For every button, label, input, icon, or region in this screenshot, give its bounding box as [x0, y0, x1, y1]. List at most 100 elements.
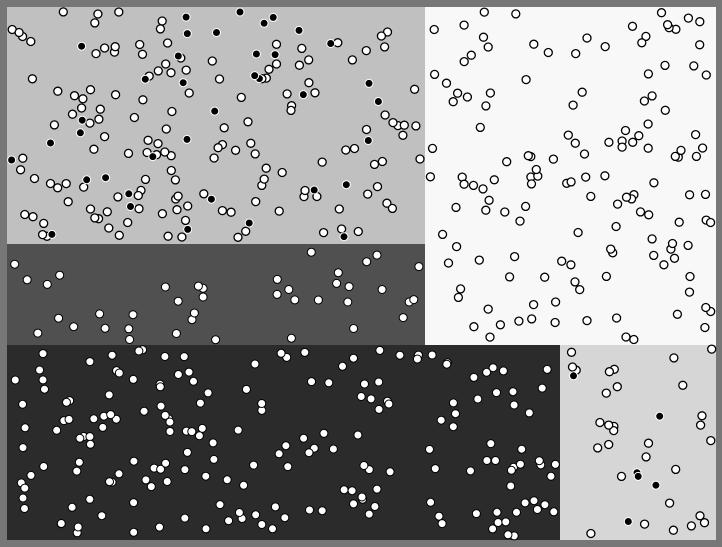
white-circle — [99, 423, 107, 431]
outlined-circle — [105, 224, 113, 232]
white-circle — [130, 528, 138, 536]
white-circle — [318, 507, 326, 515]
filled-circle — [78, 116, 86, 124]
outlined-circle — [214, 144, 222, 152]
outlined-circle — [692, 131, 700, 139]
outlined-circle — [182, 216, 190, 224]
outlined-circle — [92, 50, 100, 58]
outlined-circle — [64, 198, 72, 206]
outlined-circle — [443, 79, 451, 87]
white-circle — [199, 293, 207, 301]
white-circle — [157, 465, 165, 473]
white-circle — [258, 521, 266, 529]
white-circle — [396, 351, 404, 359]
outlined-circle — [416, 155, 424, 163]
white-circle — [252, 511, 260, 519]
outlined-circle — [515, 317, 523, 325]
white-circle — [494, 519, 502, 527]
white-circle — [57, 520, 65, 528]
white-circle — [373, 485, 381, 493]
outlined-circle — [39, 231, 47, 239]
white-circle — [86, 358, 94, 366]
outlined-circle — [532, 166, 540, 174]
outlined-circle — [87, 205, 95, 213]
white-circle — [161, 353, 169, 361]
outlined-circle — [482, 102, 490, 110]
white-circle — [307, 248, 315, 256]
outlined-circle — [144, 136, 152, 144]
white-circle — [350, 354, 358, 362]
outlined-circle — [572, 50, 580, 58]
outlined-circle — [388, 204, 396, 212]
outlined-circle — [470, 323, 478, 331]
white-circle — [350, 500, 358, 508]
outlined-circle — [80, 183, 88, 191]
outlined-circle — [670, 354, 678, 362]
outlined-circle — [484, 305, 492, 313]
outlined-circle — [530, 301, 538, 309]
outlined-circle — [164, 39, 172, 47]
outlined-circle — [445, 259, 453, 267]
white-circle — [277, 349, 285, 357]
white-circle — [181, 466, 189, 474]
outlined-circle — [470, 181, 478, 189]
white-circle — [386, 468, 394, 476]
filled-circle — [207, 195, 215, 203]
outlined-circle — [338, 225, 346, 233]
outlined-circle — [650, 251, 658, 259]
outlined-circle — [295, 61, 303, 69]
white-circle — [504, 531, 512, 539]
region-bottom-right — [560, 345, 716, 540]
white-circle — [147, 483, 155, 491]
outlined-circle — [200, 190, 208, 198]
outlined-circle — [460, 58, 468, 66]
white-circle — [23, 276, 31, 284]
white-circle — [452, 410, 460, 418]
white-circle — [56, 271, 64, 279]
white-circle — [98, 512, 106, 520]
outlined-circle — [480, 8, 488, 16]
white-circle — [489, 525, 497, 533]
outlined-circle — [549, 155, 557, 163]
outlined-circle — [161, 148, 169, 156]
outlined-circle — [244, 118, 252, 126]
outlined-circle — [692, 152, 700, 160]
white-circle — [185, 368, 193, 376]
outlined-circle — [638, 39, 646, 47]
outlined-circle — [453, 243, 461, 251]
outlined-circle — [90, 145, 98, 153]
white-circle — [90, 415, 98, 423]
outlined-circle — [139, 96, 147, 104]
white-circle — [174, 371, 182, 379]
outlined-circle — [569, 363, 577, 371]
filled-circle — [8, 156, 16, 164]
white-circle — [19, 400, 27, 408]
outlined-circle — [614, 200, 622, 208]
outlined-circle — [125, 149, 133, 157]
outlined-circle — [381, 43, 389, 51]
outlined-circle — [50, 121, 58, 129]
outlined-circle — [389, 119, 397, 127]
outlined-circle — [54, 184, 62, 192]
filled-circle — [327, 40, 335, 48]
outlined-circle — [485, 196, 493, 204]
outlined-circle — [687, 522, 695, 530]
outlined-circle — [91, 214, 99, 222]
outlined-circle — [305, 79, 313, 87]
outlined-circle — [348, 56, 356, 64]
white-circle — [301, 348, 309, 356]
outlined-circle — [439, 230, 447, 238]
outlined-circle — [164, 232, 172, 240]
region-middle-left — [7, 244, 425, 345]
outlined-circle — [605, 138, 613, 146]
outlined-circle — [522, 202, 530, 210]
filled-circle — [213, 29, 221, 37]
white-circle — [507, 466, 515, 474]
outlined-circle — [305, 56, 313, 64]
white-circle — [365, 510, 373, 518]
outlined-circle — [86, 119, 94, 127]
white-circle — [371, 503, 379, 511]
outlined-circle — [275, 207, 283, 215]
white-circle — [493, 508, 501, 516]
white-circle — [19, 494, 27, 502]
